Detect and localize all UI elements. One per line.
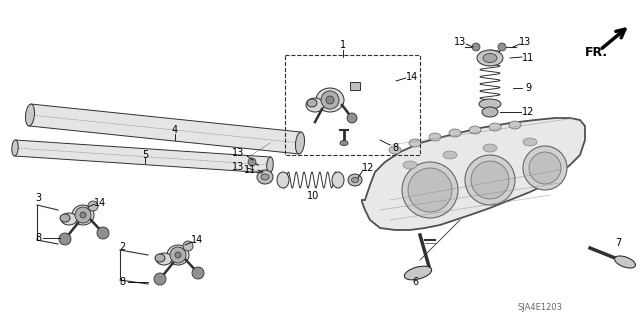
Ellipse shape (449, 129, 461, 137)
Ellipse shape (479, 99, 501, 109)
Circle shape (175, 252, 181, 258)
Ellipse shape (60, 214, 70, 222)
Text: 14: 14 (191, 235, 203, 245)
Circle shape (97, 227, 109, 239)
Ellipse shape (155, 254, 165, 262)
Circle shape (471, 161, 509, 199)
Text: 11: 11 (244, 165, 256, 175)
Text: 13: 13 (454, 37, 466, 47)
Ellipse shape (614, 256, 636, 268)
Text: 7: 7 (615, 238, 621, 248)
Circle shape (59, 233, 71, 245)
Circle shape (347, 113, 357, 123)
Ellipse shape (483, 144, 497, 152)
Text: 13: 13 (232, 148, 244, 158)
Ellipse shape (12, 140, 18, 156)
Circle shape (402, 162, 458, 218)
Circle shape (408, 168, 452, 212)
Text: 2: 2 (119, 242, 125, 252)
Circle shape (192, 267, 204, 279)
Circle shape (248, 158, 256, 166)
Text: 8: 8 (35, 233, 41, 243)
Ellipse shape (482, 107, 498, 117)
Ellipse shape (307, 99, 317, 107)
Ellipse shape (261, 174, 269, 180)
Circle shape (75, 207, 91, 223)
Circle shape (88, 201, 98, 211)
FancyBboxPatch shape (350, 82, 360, 90)
Circle shape (170, 247, 186, 263)
Ellipse shape (523, 138, 537, 146)
Text: 12: 12 (522, 107, 534, 117)
Circle shape (183, 241, 193, 251)
Ellipse shape (340, 140, 348, 145)
Ellipse shape (267, 157, 273, 173)
Ellipse shape (26, 104, 35, 126)
Ellipse shape (348, 174, 362, 186)
Text: SJA4E1203: SJA4E1203 (518, 302, 563, 311)
Text: FR.: FR. (585, 46, 608, 58)
Text: 10: 10 (307, 191, 319, 201)
Polygon shape (362, 118, 585, 230)
Ellipse shape (489, 123, 501, 131)
Ellipse shape (389, 146, 401, 154)
Text: 14: 14 (94, 198, 106, 208)
Circle shape (326, 96, 334, 104)
Text: 4: 4 (172, 125, 178, 135)
Text: 5: 5 (142, 150, 148, 160)
Circle shape (465, 155, 515, 205)
Ellipse shape (469, 126, 481, 134)
Ellipse shape (404, 266, 431, 280)
Circle shape (472, 43, 480, 51)
Ellipse shape (156, 253, 172, 265)
Circle shape (523, 146, 567, 190)
Text: 13: 13 (519, 37, 531, 47)
Ellipse shape (167, 245, 189, 265)
Ellipse shape (509, 121, 521, 129)
Ellipse shape (443, 151, 457, 159)
Ellipse shape (403, 161, 417, 169)
Text: 3: 3 (35, 193, 41, 203)
Circle shape (529, 152, 561, 184)
Text: 1: 1 (340, 40, 346, 50)
Circle shape (321, 91, 339, 109)
Ellipse shape (296, 132, 305, 154)
Ellipse shape (351, 177, 358, 182)
Text: 8: 8 (392, 143, 398, 153)
Polygon shape (29, 104, 301, 154)
Ellipse shape (483, 54, 497, 63)
Circle shape (498, 43, 506, 51)
Text: 14: 14 (406, 72, 418, 82)
Ellipse shape (72, 205, 94, 225)
Text: 8: 8 (119, 277, 125, 287)
Ellipse shape (409, 139, 421, 147)
Circle shape (154, 273, 166, 285)
Circle shape (80, 212, 86, 218)
Ellipse shape (61, 213, 77, 225)
Ellipse shape (332, 172, 344, 188)
Text: 9: 9 (525, 83, 531, 93)
Text: 6: 6 (412, 277, 418, 287)
Text: 11: 11 (522, 53, 534, 63)
Text: 12: 12 (362, 163, 374, 173)
Ellipse shape (257, 170, 273, 184)
Ellipse shape (429, 133, 441, 141)
Polygon shape (15, 140, 271, 173)
Ellipse shape (477, 50, 503, 66)
Ellipse shape (277, 172, 289, 188)
Ellipse shape (306, 98, 324, 112)
Ellipse shape (316, 88, 344, 112)
Text: 13: 13 (232, 162, 244, 172)
